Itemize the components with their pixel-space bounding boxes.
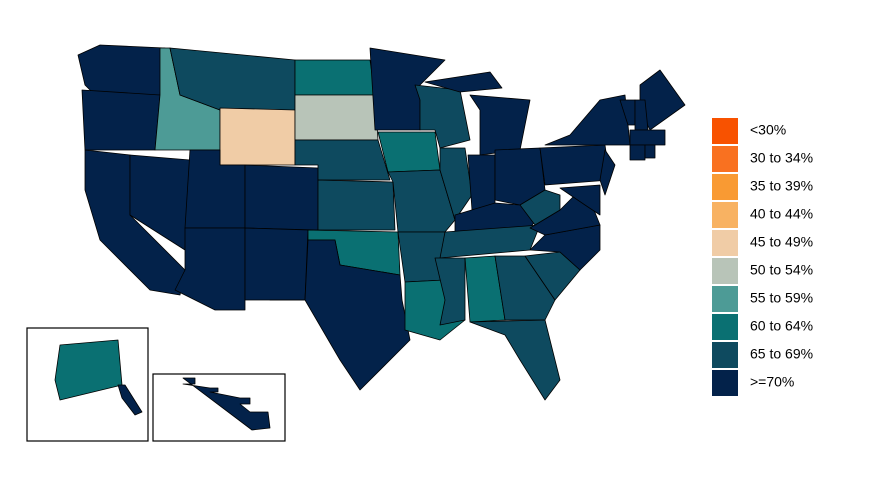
legend-label: 30 to 34% (750, 150, 813, 166)
region (269, 239, 411, 391)
legend-label: 60 to 64% (750, 318, 813, 334)
region (54, 339, 123, 401)
legend-swatch (712, 370, 738, 396)
region (414, 84, 471, 149)
region (599, 149, 616, 196)
region (469, 319, 561, 401)
legend-swatch (712, 258, 738, 284)
region (81, 89, 161, 151)
region (644, 144, 656, 159)
region (77, 44, 166, 96)
region (424, 71, 503, 93)
region (434, 257, 466, 326)
region (494, 255, 556, 321)
legend-label: >=70% (750, 374, 794, 390)
region (467, 154, 496, 211)
region (559, 184, 601, 216)
legend-label: <30% (750, 122, 786, 138)
region (294, 59, 376, 96)
legend-swatch (712, 314, 738, 340)
legend-swatch (712, 230, 738, 256)
legend-swatch (712, 146, 738, 172)
legend-label: 40 to 44% (750, 206, 813, 222)
region (182, 377, 271, 431)
region (294, 94, 379, 141)
region (244, 227, 309, 301)
hawaii-inset (152, 373, 286, 442)
region (219, 107, 296, 166)
legend-label: 50 to 54% (750, 262, 813, 278)
region (629, 144, 646, 161)
region (544, 94, 631, 146)
region (629, 129, 666, 146)
region (244, 164, 319, 231)
legend-label: 65 to 69% (750, 346, 813, 362)
legend-label: 55 to 59% (750, 290, 813, 306)
region (439, 147, 473, 221)
legend-label: 45 to 49% (750, 234, 813, 250)
alaska-inset (26, 327, 149, 442)
region (469, 94, 531, 156)
legend-swatch (712, 118, 738, 144)
region (174, 227, 246, 311)
region (117, 384, 143, 416)
legend-swatch (712, 174, 738, 200)
legend-swatch (712, 286, 738, 312)
region (397, 231, 446, 283)
legend-swatch (712, 202, 738, 228)
region (539, 144, 611, 186)
legend-label: 35 to 39% (750, 178, 813, 194)
legend-swatch (712, 342, 738, 368)
region (317, 179, 396, 231)
region (519, 189, 561, 226)
region (377, 131, 441, 173)
